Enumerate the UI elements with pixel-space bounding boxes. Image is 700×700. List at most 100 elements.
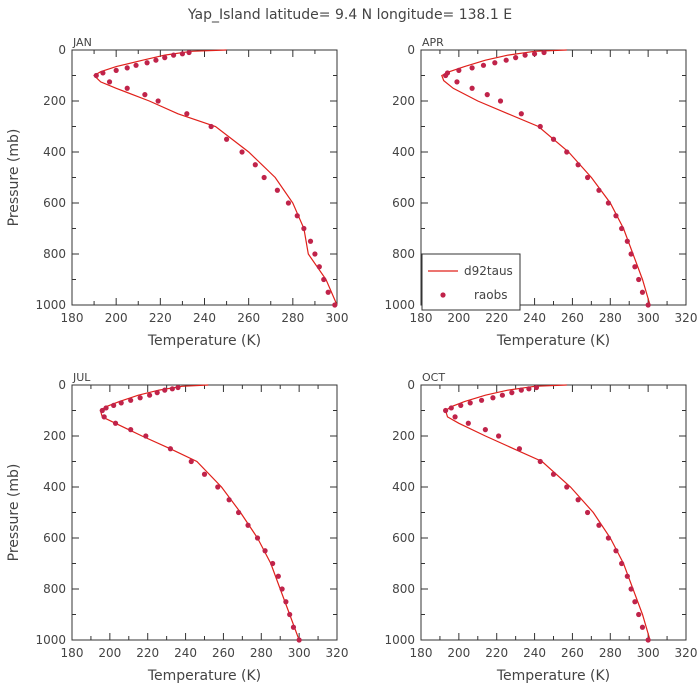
data-point-raobs [252, 162, 258, 168]
y-tick-label: 1000 [35, 298, 66, 312]
x-tick-label: 240 [174, 646, 197, 660]
x-tick-label: 200 [98, 646, 121, 660]
x-axis-label: Temperature (K) [147, 333, 261, 349]
data-point-raobs [128, 427, 134, 433]
data-point-raobs [162, 55, 168, 61]
y-tick-label: 400 [392, 480, 415, 494]
data-point-raobs [296, 637, 302, 643]
x-tick-label: 280 [250, 646, 273, 660]
data-point-raobs [226, 497, 232, 503]
x-tick-label: 180 [410, 646, 433, 660]
data-point-raobs [484, 92, 490, 98]
x-tick-label: 180 [61, 311, 84, 325]
data-point-raobs [239, 149, 245, 155]
data-point-raobs [636, 611, 642, 618]
x-tick-label: 320 [675, 311, 698, 325]
data-point-raobs [533, 384, 540, 391]
panel-label: JAN [72, 36, 92, 49]
data-point-raobs [596, 522, 602, 528]
data-point-raobs [93, 72, 99, 79]
data-point-raobs [201, 471, 208, 477]
panel-label: JUL [72, 371, 91, 384]
data-point-raobs [184, 111, 190, 117]
data-point-raobs [128, 397, 134, 403]
data-point-raobs [469, 65, 475, 71]
x-tick-label: 180 [410, 311, 433, 325]
data-point-raobs [452, 414, 458, 420]
data-point-raobs [321, 276, 327, 283]
data-point-raobs [325, 289, 331, 295]
x-tick-label: 200 [447, 646, 470, 660]
data-point-raobs [215, 484, 221, 490]
data-point-raobs [99, 407, 105, 414]
panel-jan: 180 200 220 240 260 280 300 0 200 400 600 800 1000 JA… [6, 36, 348, 349]
data-point-raobs [170, 52, 177, 58]
data-point-raobs [526, 386, 532, 392]
data-point-raobs [613, 213, 619, 219]
data-point-raobs [605, 200, 611, 206]
data-point-raobs [575, 162, 581, 168]
x-tick-label: 180 [61, 646, 84, 660]
data-point-raobs [279, 586, 285, 592]
x-tick-label: 200 [447, 311, 470, 325]
data-point-raobs [118, 400, 124, 406]
y-tick-label: 800 [43, 582, 66, 596]
data-point-raobs [147, 392, 153, 398]
x-tick-label: 240 [523, 646, 546, 660]
series-line-d92taus [93, 49, 338, 306]
data-point-raobs [537, 458, 543, 465]
data-point-raobs [186, 49, 192, 56]
data-point-raobs [124, 85, 130, 91]
data-point-raobs [162, 387, 168, 393]
x-tick-label: 280 [599, 311, 622, 325]
y-tick-label: 200 [392, 94, 415, 108]
data-point-raobs [179, 51, 186, 57]
data-point-raobs [312, 251, 318, 257]
data-point-raobs [518, 387, 524, 393]
data-point-raobs [531, 51, 538, 57]
data-point-raobs [133, 62, 139, 68]
data-point-raobs [262, 548, 268, 554]
data-point-raobs [645, 302, 651, 308]
data-point-raobs [270, 560, 276, 567]
data-point-raobs [332, 302, 338, 308]
data-point-raobs [137, 395, 143, 401]
data-point-raobs [575, 497, 581, 503]
data-point-raobs [448, 405, 454, 411]
data-point-raobs [111, 402, 117, 408]
data-point-raobs [596, 187, 602, 193]
y-tick-label: 200 [392, 429, 415, 443]
data-point-raobs [550, 136, 557, 142]
x-tick-label: 300 [637, 646, 660, 660]
x-tick-label: 260 [212, 646, 235, 660]
x-tick-label: 280 [281, 311, 304, 325]
data-point-raobs [550, 471, 557, 477]
x-tick-label: 260 [237, 311, 260, 325]
data-point-raobs [307, 238, 314, 244]
data-point-raobs [155, 98, 161, 104]
data-point-raobs [516, 446, 523, 452]
data-point-raobs [480, 62, 487, 68]
legend-label: d92taus [464, 264, 513, 278]
y-tick-label: 600 [392, 531, 415, 545]
x-tick-label: 300 [288, 646, 311, 660]
x-axis-label: Temperature (K) [496, 333, 610, 349]
data-point-raobs [142, 92, 148, 98]
data-point-raobs [564, 149, 570, 155]
data-point-raobs [499, 392, 505, 398]
data-point-raobs [112, 420, 119, 426]
figure-title: Yap_Island latitude= 9.4 N longitude= 13… [187, 7, 512, 23]
y-tick-label: 800 [392, 582, 415, 596]
data-point-raobs [522, 52, 528, 58]
data-point-raobs [639, 289, 646, 295]
data-point-raobs [235, 509, 242, 516]
data-point-raobs [605, 535, 611, 541]
data-point-raobs [101, 414, 107, 420]
y-tick-label: 800 [392, 247, 415, 261]
panel-label: OCT [422, 371, 445, 384]
y-tick-label: 400 [43, 145, 66, 159]
data-point-raobs [509, 390, 515, 396]
data-point-raobs [290, 624, 297, 630]
x-tick-label: 260 [561, 311, 584, 325]
